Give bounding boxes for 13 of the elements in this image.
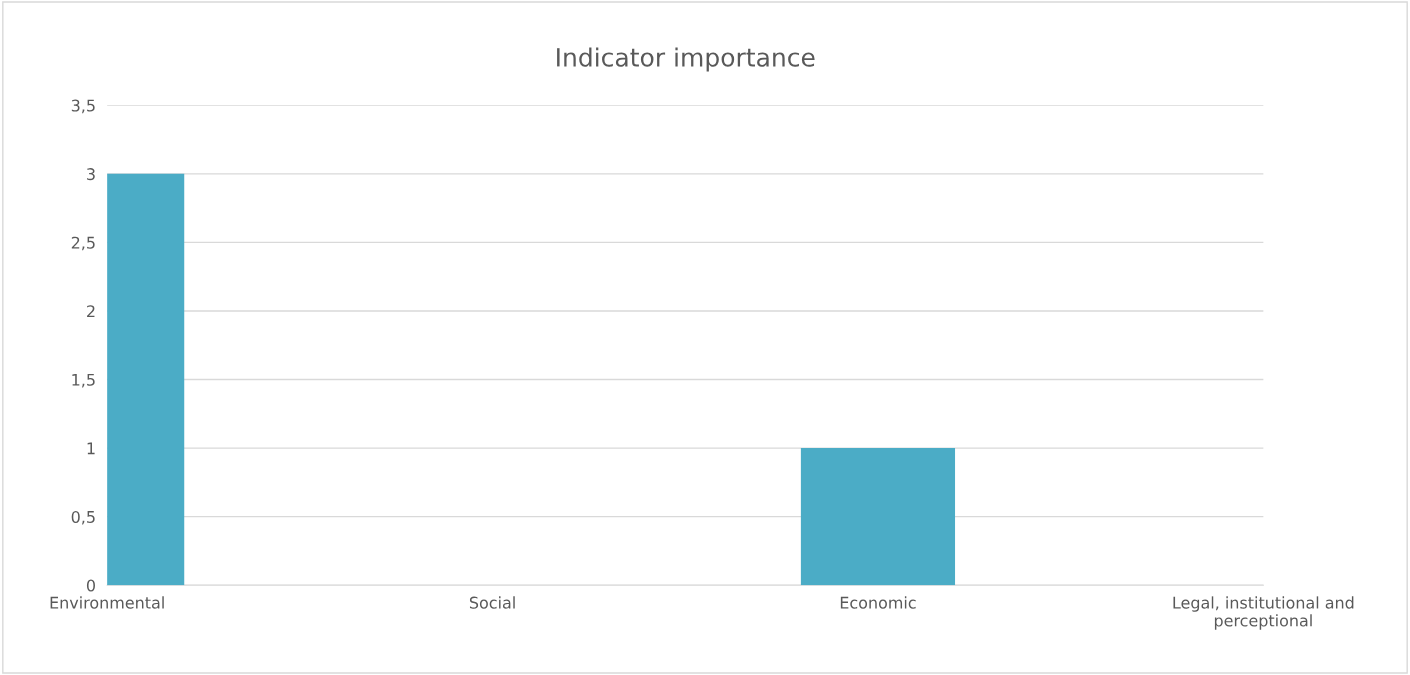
y-tick-label: 2 — [87, 305, 95, 318]
y-tick-label: 0,5 — [71, 510, 95, 525]
x-tick-label: Economic — [840, 596, 916, 609]
x-tick-label: Environmental — [50, 596, 164, 609]
y-tick-label: 2,5 — [71, 236, 95, 251]
chart-title: Indicator importance — [557, 47, 815, 72]
y-tick-label: 0 — [86, 579, 95, 592]
x-tick-label: Legal, institutional and perceptional — [1173, 596, 1354, 630]
y-tick-label: 3 — [87, 168, 95, 181]
y-tick-label: 3,5 — [71, 99, 95, 114]
y-tick-label: 1,5 — [72, 373, 95, 388]
y-tick-label: 1 — [87, 442, 95, 455]
x-tick-label: Social — [469, 596, 515, 609]
